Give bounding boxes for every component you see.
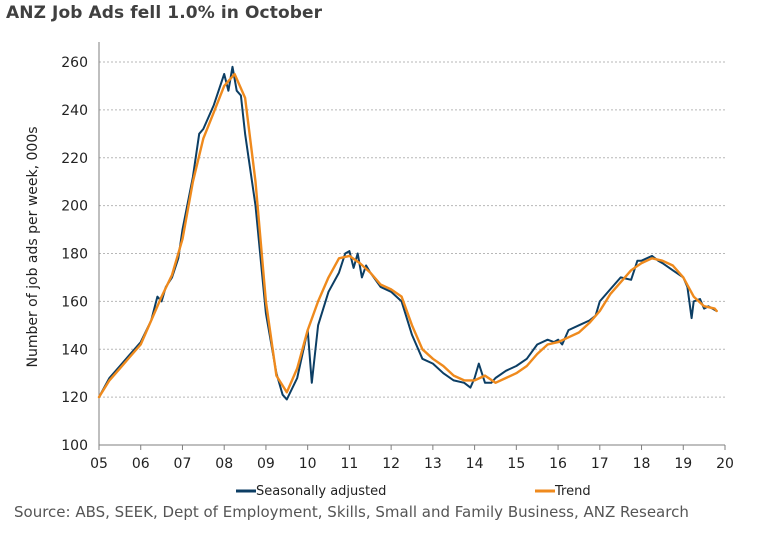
x-tick-label: 12 [382,456,400,472]
x-tick-label: 20 [716,456,734,472]
x-tick-label: 19 [674,456,692,472]
y-tick-label: 100 [61,438,88,454]
axes [98,42,726,450]
x-tick-label: 15 [507,456,525,472]
y-axis-label: Number of job ads per week, 000s [25,126,41,367]
y-tick-label: 200 [61,199,88,215]
x-tick-label: 09 [257,456,275,472]
x-tick-label: 11 [340,456,358,472]
gridlines [99,61,725,398]
legend: Seasonally adjusted Trend [236,484,591,499]
x-tick-label: 17 [591,456,609,472]
series-line-trend [97,72,718,399]
y-tick-label: 180 [61,247,88,263]
chart-title: ANZ Job Ads fell 1.0% in October [6,3,323,23]
y-tick-label: 220 [61,151,88,167]
x-tick-label: 18 [633,456,651,472]
legend-label-seasonally-adjusted: Seasonally adjusted [256,484,386,499]
x-tick-label: 08 [215,456,233,472]
y-tick-label: 160 [61,294,88,310]
series-line-seasonally-adjusted [98,65,718,401]
x-tick-label: 14 [466,456,484,472]
y-tick-label: 260 [61,55,88,71]
source-note: Source: ABS, SEEK, Dept of Employment, S… [14,503,689,521]
x-tick-label: 05 [90,456,108,472]
y-tick-labels: 100 120 140 160 180 200 220 240 260 [61,55,88,454]
y-tick-label: 120 [61,390,88,406]
series-lines [97,65,718,401]
x-tick-label: 13 [424,456,442,472]
x-tick-label: 10 [299,456,317,472]
y-tick-label: 140 [61,342,88,358]
legend-label-trend: Trend [554,484,591,499]
x-tick-label: 07 [174,456,192,472]
x-tick-labels: 05 06 07 08 09 10 11 12 13 14 15 16 17 18 19 20 [90,456,734,472]
x-tick-label: 06 [132,456,150,472]
x-tick-label: 16 [549,456,567,472]
y-tick-label: 240 [61,103,88,119]
